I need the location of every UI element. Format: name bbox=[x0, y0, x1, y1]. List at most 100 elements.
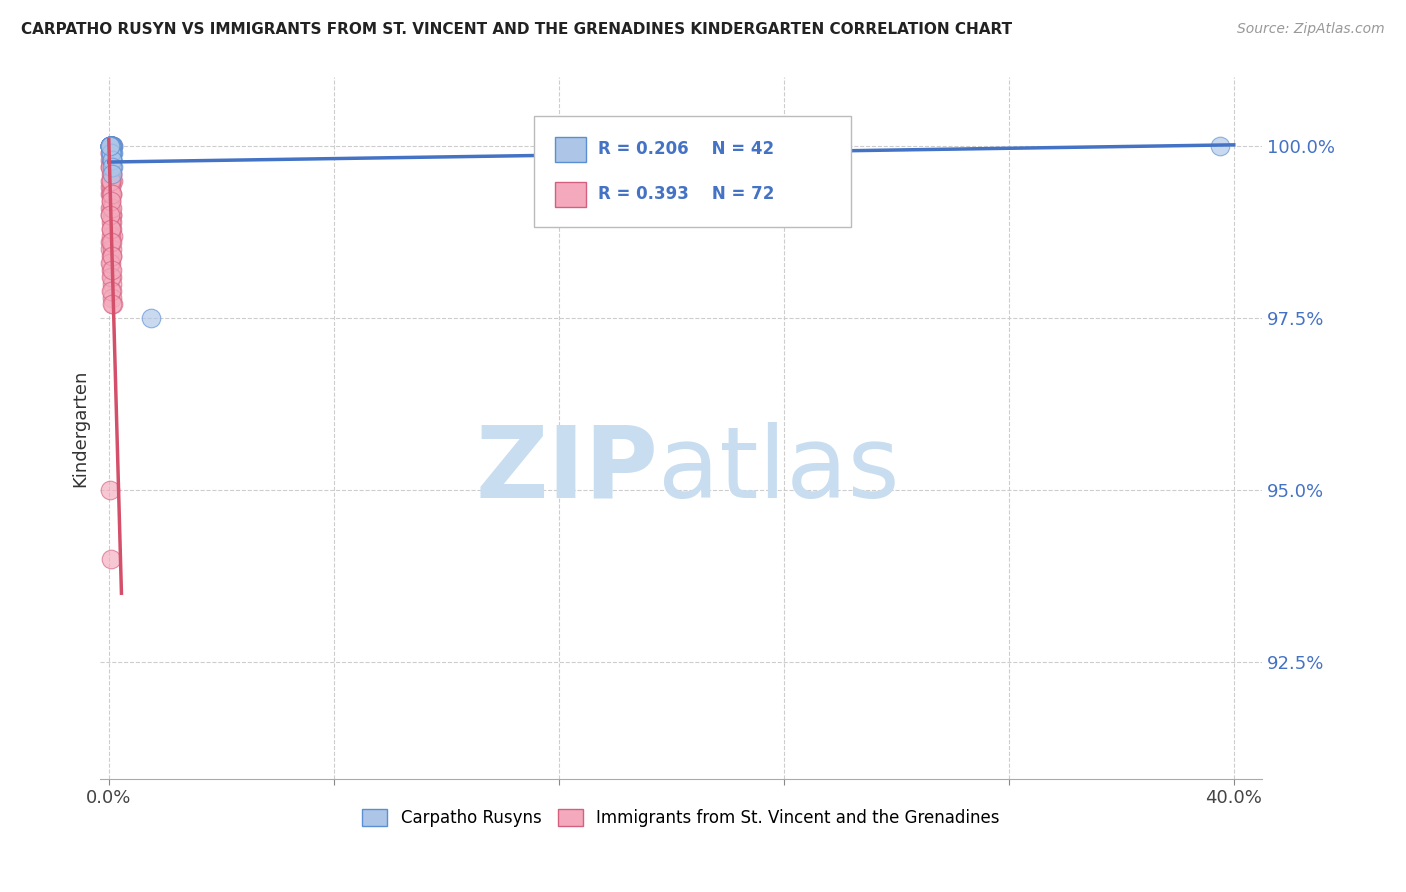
Point bbox=[100, 208, 122, 222]
Point bbox=[100, 187, 122, 202]
Point bbox=[98, 180, 121, 194]
Legend: Carpatho Rusyns, Immigrants from St. Vincent and the Grenadines: Carpatho Rusyns, Immigrants from St. Vin… bbox=[356, 802, 1007, 834]
Point bbox=[101, 139, 124, 153]
Point bbox=[98, 256, 121, 270]
Point bbox=[101, 221, 124, 235]
Point bbox=[100, 160, 122, 174]
Point bbox=[100, 160, 122, 174]
Point bbox=[100, 139, 122, 153]
Point bbox=[100, 139, 122, 153]
Point bbox=[100, 160, 122, 174]
Point bbox=[101, 173, 124, 187]
Text: 40.0%: 40.0% bbox=[1205, 789, 1263, 807]
Point bbox=[100, 194, 122, 209]
Point bbox=[100, 187, 122, 202]
Point bbox=[101, 153, 124, 167]
Point bbox=[100, 249, 122, 263]
Point bbox=[100, 187, 122, 202]
Text: R = 0.206    N = 42: R = 0.206 N = 42 bbox=[598, 140, 773, 158]
Point bbox=[100, 139, 122, 153]
Point bbox=[101, 167, 124, 181]
Point bbox=[101, 146, 124, 161]
Point bbox=[101, 263, 124, 277]
Point bbox=[101, 160, 124, 174]
Point bbox=[100, 194, 122, 209]
Point bbox=[101, 153, 124, 167]
Point bbox=[100, 139, 122, 153]
Point bbox=[100, 201, 122, 215]
Point bbox=[101, 249, 124, 263]
Point bbox=[100, 146, 122, 161]
Point bbox=[100, 139, 122, 153]
Text: R = 0.393    N = 72: R = 0.393 N = 72 bbox=[598, 186, 773, 203]
Text: Source: ZipAtlas.com: Source: ZipAtlas.com bbox=[1237, 22, 1385, 37]
Point bbox=[100, 173, 122, 187]
Text: CARPATHO RUSYN VS IMMIGRANTS FROM ST. VINCENT AND THE GRENADINES KINDERGARTEN CO: CARPATHO RUSYN VS IMMIGRANTS FROM ST. VI… bbox=[21, 22, 1012, 37]
Point bbox=[100, 146, 122, 161]
Point bbox=[100, 187, 122, 202]
Y-axis label: Kindergarten: Kindergarten bbox=[72, 369, 89, 487]
Point bbox=[98, 153, 121, 167]
Point bbox=[100, 235, 122, 250]
Point bbox=[101, 215, 124, 229]
Point bbox=[100, 552, 122, 566]
Point bbox=[98, 235, 121, 250]
Point bbox=[100, 208, 122, 222]
Point bbox=[100, 228, 122, 243]
Point bbox=[101, 153, 124, 167]
Point bbox=[100, 153, 122, 167]
Point bbox=[100, 167, 122, 181]
Point bbox=[98, 139, 121, 153]
Text: atlas: atlas bbox=[658, 422, 900, 519]
Point bbox=[101, 139, 124, 153]
Point bbox=[100, 269, 122, 284]
Point bbox=[100, 139, 122, 153]
Point bbox=[100, 139, 122, 153]
Point bbox=[101, 167, 124, 181]
Point bbox=[101, 139, 124, 153]
Point bbox=[100, 243, 122, 257]
Point bbox=[100, 139, 122, 153]
Point bbox=[101, 167, 124, 181]
Point bbox=[101, 208, 124, 222]
Point bbox=[100, 160, 122, 174]
Point bbox=[100, 139, 122, 153]
Point bbox=[98, 201, 121, 215]
Point bbox=[98, 139, 121, 153]
Point bbox=[100, 284, 122, 298]
Point bbox=[100, 139, 122, 153]
Point bbox=[101, 277, 124, 291]
Point bbox=[101, 153, 124, 167]
Point bbox=[101, 243, 124, 257]
Point bbox=[100, 146, 122, 161]
Point bbox=[101, 139, 124, 153]
Point bbox=[98, 139, 121, 153]
Point bbox=[100, 208, 122, 222]
Point bbox=[100, 483, 122, 497]
Point bbox=[101, 291, 124, 305]
Point bbox=[100, 139, 122, 153]
Point bbox=[100, 215, 122, 229]
Point bbox=[100, 139, 122, 153]
Point bbox=[101, 146, 124, 161]
Point bbox=[98, 139, 121, 153]
Point bbox=[101, 160, 124, 174]
Point bbox=[101, 139, 124, 153]
Point bbox=[101, 139, 124, 153]
Point bbox=[100, 235, 122, 250]
Point bbox=[100, 249, 122, 263]
Point bbox=[100, 221, 122, 235]
Point bbox=[101, 139, 124, 153]
Point bbox=[100, 221, 122, 235]
Point bbox=[98, 139, 121, 153]
Point bbox=[100, 180, 122, 194]
Point bbox=[100, 139, 122, 153]
Point bbox=[100, 139, 122, 153]
Text: ZIP: ZIP bbox=[475, 422, 658, 519]
Point bbox=[100, 139, 122, 153]
Point bbox=[100, 146, 122, 161]
Point bbox=[101, 228, 124, 243]
Point bbox=[100, 173, 122, 187]
Point bbox=[100, 139, 122, 153]
Point bbox=[100, 201, 122, 215]
